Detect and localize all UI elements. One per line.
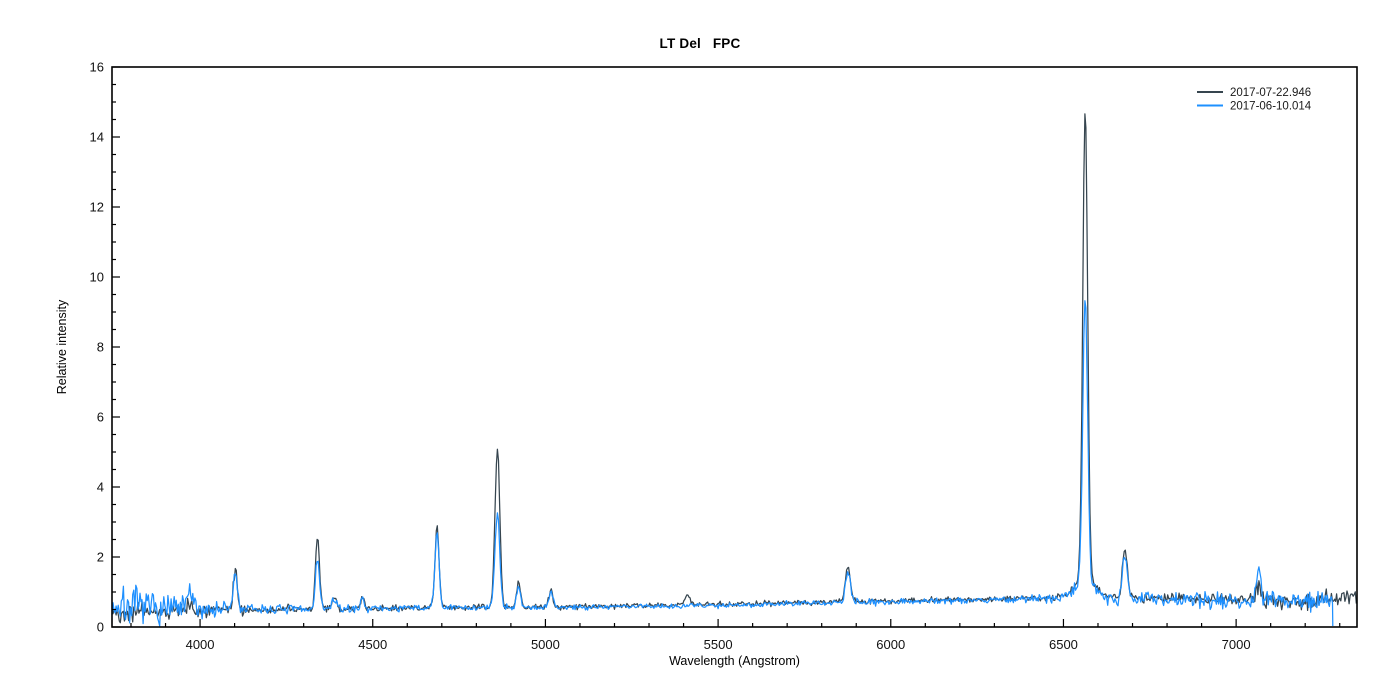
y-tick-label: 8 (97, 340, 104, 355)
legend-label: 2017-07-22.946 (1230, 87, 1311, 99)
y-tick-label: 6 (97, 410, 104, 425)
y-tick-label: 4 (97, 480, 104, 495)
legend: 2017-07-22.946 2017-06-10.014 (1197, 87, 1312, 113)
x-tick-label: 6000 (876, 637, 905, 652)
x-tick-label: 4500 (358, 637, 387, 652)
x-tick-label: 6500 (1049, 637, 1078, 652)
legend-label: 2017-06-10.014 (1230, 101, 1312, 113)
x-tick-label: 4000 (186, 637, 215, 652)
spectrum-line-2017-07-22.946 (111, 113, 1357, 624)
chart-title: LT Del FPC (659, 36, 741, 51)
y-tick-label: 0 (97, 620, 104, 635)
spectra-lines (111, 113, 1357, 627)
y-tick-label: 2 (97, 550, 104, 565)
y-tick-label: 12 (90, 200, 104, 215)
plot-frame (111, 66, 1358, 628)
x-tick-label: 5500 (704, 637, 733, 652)
y-axis-label: Relative intensity (55, 299, 69, 395)
y-tick-label: 16 (90, 60, 104, 75)
axis-ticks (112, 66, 1341, 628)
x-tick-label: 5000 (531, 637, 560, 652)
x-tick-labels: 4000 4500 5000 5500 6000 6500 7000 (186, 637, 1251, 652)
y-tick-label: 14 (90, 130, 104, 145)
x-tick-label: 7000 (1222, 637, 1251, 652)
x-axis-label: Wavelength (Angstrom) (669, 654, 800, 668)
y-tick-label: 10 (90, 270, 104, 285)
y-tick-labels: 0 2 4 6 8 10 12 14 16 (90, 60, 104, 635)
spectrum-line-2017-06-10.014 (111, 300, 1334, 627)
